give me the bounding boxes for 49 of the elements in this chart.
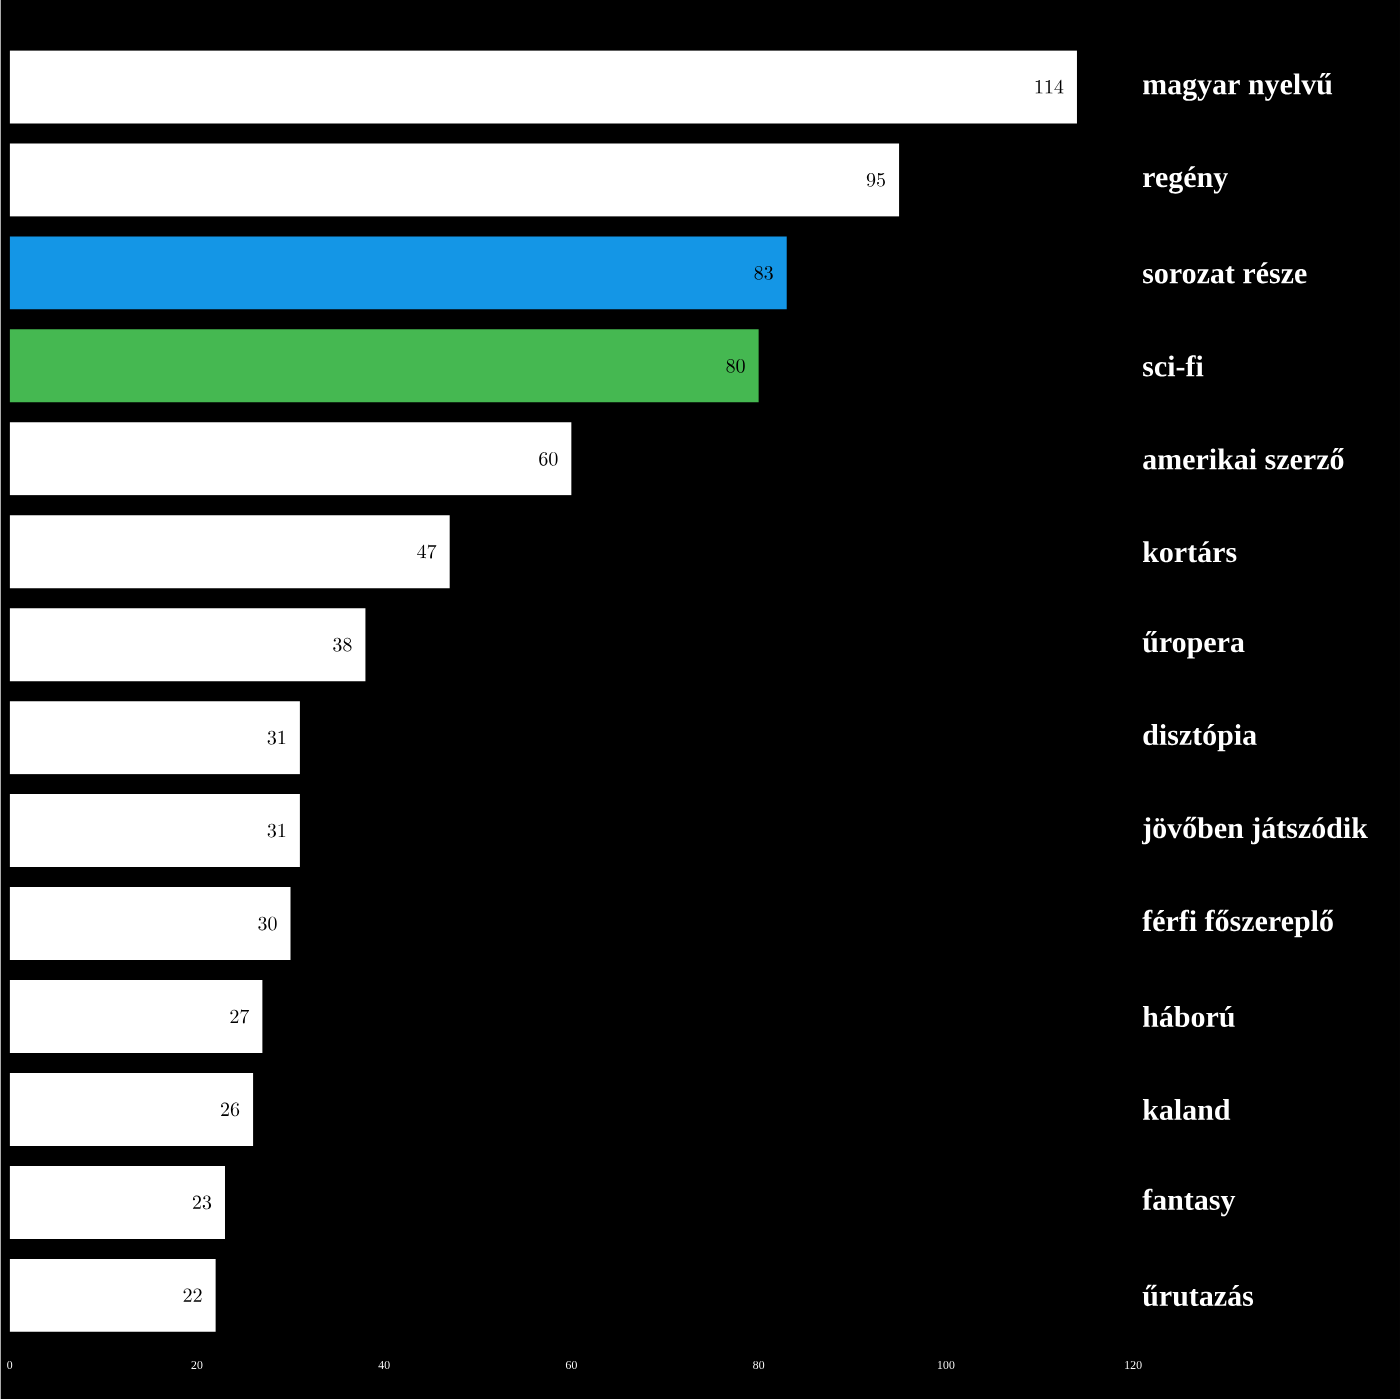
data-label: 38 xyxy=(333,637,352,652)
bar xyxy=(9,1165,225,1239)
data-label: 60 xyxy=(539,451,558,466)
data-label: 27 xyxy=(230,1009,250,1024)
y-tick-label: disztópia xyxy=(1143,723,1257,752)
y-tick-label: fantasy xyxy=(1142,1188,1236,1217)
x-tick-label: 0 xyxy=(7,1360,13,1369)
y-tick-label: regény xyxy=(1143,166,1228,194)
data-label: 80 xyxy=(726,358,745,373)
bar xyxy=(9,143,900,217)
x-tick-label: 40 xyxy=(378,1360,390,1369)
data-label: 22 xyxy=(183,1288,202,1302)
bar xyxy=(9,701,300,774)
bar xyxy=(9,1072,254,1146)
bar xyxy=(9,608,366,682)
x-tick-label: 60 xyxy=(565,1360,577,1369)
bar xyxy=(9,50,1077,124)
y-tick-label: űropera xyxy=(1142,630,1245,659)
bar xyxy=(9,979,263,1053)
bar xyxy=(9,886,291,960)
y-tick-label: kortárs xyxy=(1142,541,1237,563)
y-tick-label: magyar nyelvű xyxy=(1143,72,1333,101)
data-label: 83 xyxy=(754,265,773,280)
data-label: 47 xyxy=(417,544,437,559)
bar xyxy=(9,236,787,310)
data-label: 26 xyxy=(221,1102,240,1117)
bar xyxy=(9,515,450,589)
data-label: 114 xyxy=(1035,79,1064,94)
y-tick-label: háború xyxy=(1142,1005,1235,1027)
bar xyxy=(9,793,300,867)
data-label: 31 xyxy=(267,730,286,745)
bar xyxy=(9,329,759,403)
bar xyxy=(9,1258,216,1332)
y-tick-label: férfi főszereplő xyxy=(1142,909,1334,938)
y-tick-label: jövőben játszódik xyxy=(1141,816,1368,845)
x-tick-label: 120 xyxy=(1125,1360,1142,1369)
data-label: 95 xyxy=(866,172,885,187)
y-tick-label: sci-fi xyxy=(1143,354,1204,377)
x-tick-label: 20 xyxy=(191,1360,203,1369)
y-tick-label: amerikai szerző xyxy=(1143,447,1344,470)
data-label: 30 xyxy=(258,916,277,931)
x-tick-label: 100 xyxy=(937,1360,955,1369)
x-tick-label: 80 xyxy=(753,1360,765,1369)
bar xyxy=(9,422,572,496)
y-tick-label: kaland xyxy=(1142,1098,1231,1120)
data-label: 31 xyxy=(267,823,286,838)
data-label: 23 xyxy=(192,1195,212,1210)
y-tick-label: sorozat része xyxy=(1143,262,1307,284)
y-tick-label: űrutazás xyxy=(1142,1284,1254,1306)
